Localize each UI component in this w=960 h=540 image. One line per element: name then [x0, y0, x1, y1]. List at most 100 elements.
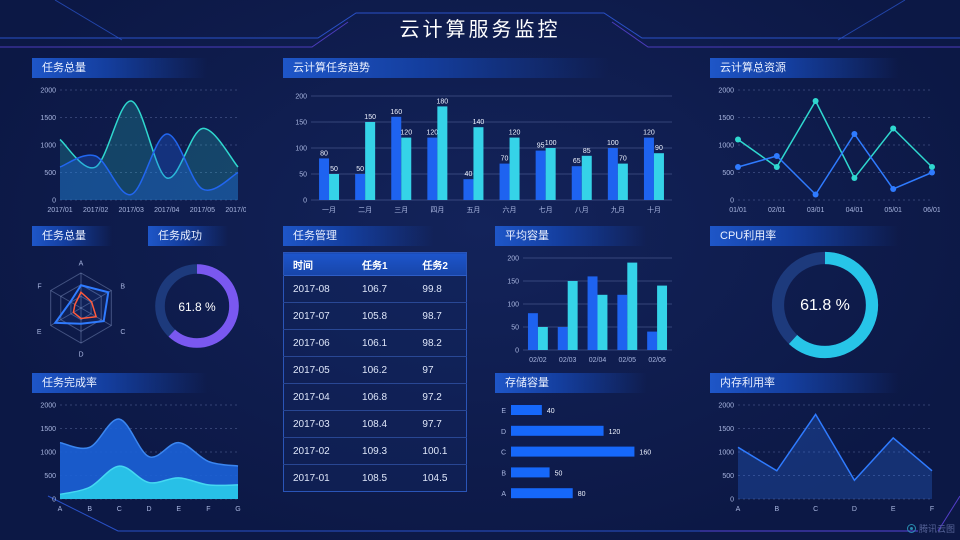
brand-logo-text: 腾讯云图: [918, 524, 955, 534]
svg-text:180: 180: [437, 98, 449, 105]
svg-text:F: F: [206, 506, 210, 513]
svg-text:B: B: [774, 506, 779, 513]
svg-text:0: 0: [52, 198, 56, 205]
panel-task-completion: 任务完成率 0 500 1000 1500 2000 A B C D E F G: [32, 373, 246, 515]
svg-text:50: 50: [330, 166, 338, 173]
panel-avg-capacity: 平均容量 0 50 100 150 200 02/02 02/03 02/04 02/05 02/…: [495, 226, 680, 366]
svg-text:E: E: [37, 329, 42, 336]
table-cell: 2017-05: [283, 356, 354, 384]
svg-text:1500: 1500: [718, 426, 734, 433]
svg-text:C: C: [501, 450, 506, 457]
panel-task-radar: 任务总量 A B C D E F: [32, 226, 130, 368]
svg-text:120: 120: [400, 130, 412, 137]
panel-title-task-completion: 任务完成率: [32, 373, 246, 393]
svg-text:2000: 2000: [40, 88, 56, 95]
svg-text:2017/04: 2017/04: [154, 207, 179, 214]
svg-text:0: 0: [730, 198, 734, 205]
svg-text:E: E: [891, 506, 896, 513]
svg-text:五月: 五月: [466, 206, 480, 214]
svg-text:02/01: 02/01: [768, 207, 786, 214]
svg-text:02/02: 02/02: [529, 357, 547, 364]
svg-text:50: 50: [511, 325, 519, 332]
svg-text:70: 70: [619, 156, 627, 163]
svg-text:四月: 四月: [430, 206, 444, 214]
panel-title-task-success: 任务成功: [148, 226, 246, 246]
table-cell: 106.2: [353, 356, 414, 384]
svg-text:100: 100: [295, 146, 307, 153]
svg-text:1000: 1000: [40, 450, 56, 457]
panel-title-cpu-usage: CPU利用率: [710, 226, 940, 246]
svg-text:120: 120: [427, 130, 439, 137]
table-cell: 97: [413, 356, 467, 384]
svg-text:0: 0: [303, 198, 307, 205]
svg-text:三月: 三月: [394, 206, 408, 214]
table-row: 2017-01 108.5 104.5: [283, 464, 467, 492]
column-header: 时间: [283, 252, 354, 276]
svg-text:C: C: [813, 506, 818, 513]
svg-text:2017/02: 2017/02: [83, 207, 108, 214]
panel-title-task-management: 任务管理: [283, 226, 467, 246]
svg-text:95: 95: [537, 143, 545, 150]
svg-text:61.8 %: 61.8 %: [178, 300, 216, 314]
svg-text:500: 500: [44, 473, 56, 480]
table-row: 2017-06 106.1 98.2: [283, 329, 467, 357]
memory-usage-line-chart: 0 500 1000 1500 2000 A B C D E F: [710, 395, 940, 515]
svg-text:B: B: [120, 283, 125, 290]
svg-text:十月: 十月: [647, 205, 661, 214]
svg-text:A: A: [79, 261, 84, 268]
svg-text:C: C: [120, 329, 125, 336]
table-header-row: 时间 任务1 任务2: [283, 252, 467, 276]
task-table: 时间 任务1 任务2 2017-08 106.7 99.8 2017-07 105.8 98.7…: [283, 252, 467, 492]
table-cell: 106.8: [353, 383, 414, 411]
panel-storage-capacity: 存储容量 E 40 D 120 C 160 B 50 A 80: [495, 373, 680, 515]
svg-text:1000: 1000: [718, 450, 734, 457]
task-table-wrap: 时间 任务1 任务2 2017-08 106.7 99.8 2017-07 105.8 98.7…: [283, 248, 467, 512]
svg-text:1500: 1500: [40, 115, 56, 122]
panel-cpu-usage: CPU利用率 61.8 %: [710, 226, 940, 366]
svg-text:D: D: [852, 506, 857, 513]
svg-text:50: 50: [299, 172, 307, 179]
svg-text:160: 160: [639, 450, 651, 457]
svg-text:120: 120: [509, 130, 521, 137]
svg-text:2017/03: 2017/03: [119, 207, 144, 214]
table-row: 2017-04 106.8 97.2: [283, 383, 467, 411]
table-cell: 108.4: [353, 410, 414, 438]
task-radar-chart: A B C D E F: [32, 248, 130, 368]
panel-cloud-resources: 云计算总资源 0 500 1000 1500 2000 01/01 02/01 03/01 04…: [710, 58, 940, 216]
panel-title-cloud-resources: 云计算总资源: [710, 58, 940, 78]
page-title: 云计算服务监控: [399, 19, 561, 41]
svg-text:2000: 2000: [40, 403, 56, 410]
svg-text:90: 90: [655, 145, 663, 152]
svg-text:2017/06: 2017/06: [225, 207, 246, 214]
panel-task-success: 任务成功 61.8 %: [148, 226, 246, 368]
svg-text:0: 0: [52, 497, 56, 504]
svg-text:二月: 二月: [358, 206, 372, 214]
table-cell: 98.2: [413, 329, 467, 357]
panel-title-cloud-task-trend: 云计算任务趋势: [283, 58, 680, 78]
panel-title-avg-capacity: 平均容量: [495, 226, 680, 246]
svg-text:E: E: [501, 408, 506, 415]
svg-text:0: 0: [515, 348, 519, 355]
svg-text:50: 50: [555, 470, 563, 477]
svg-text:A: A: [58, 506, 63, 513]
svg-text:80: 80: [320, 150, 328, 157]
svg-text:0: 0: [730, 497, 734, 504]
table-cell: 108.5: [353, 464, 414, 492]
panel-cloud-task-trend: 云计算任务趋势 0 50 100 150 200 一月 80 50 二月 50 150 三月 160 12…: [283, 58, 680, 216]
column-header: 任务1: [353, 252, 414, 276]
svg-text:85: 85: [583, 148, 591, 155]
svg-text:F: F: [930, 506, 934, 513]
svg-text:02/06: 02/06: [648, 357, 666, 364]
svg-text:200: 200: [295, 94, 307, 101]
table-cell: 2017-02: [283, 437, 354, 465]
table-cell: 2017-08: [283, 275, 354, 303]
svg-text:500: 500: [44, 170, 56, 177]
cloud-resources-line-chart: 0 500 1000 1500 2000 01/01 02/01 03/01 04/01 05/0…: [710, 80, 940, 216]
svg-text:D: D: [146, 506, 151, 513]
table-row: 2017-05 106.2 97: [283, 356, 467, 384]
cpu-usage-donut: 61.8 %: [710, 248, 940, 366]
panel-task-total-trend: 任务总量 0 500 1000 1500 2000 2017/01 2017/02 2017/…: [32, 58, 246, 216]
svg-text:100: 100: [607, 140, 619, 147]
svg-text:80: 80: [578, 491, 586, 498]
svg-text:E: E: [176, 506, 181, 513]
